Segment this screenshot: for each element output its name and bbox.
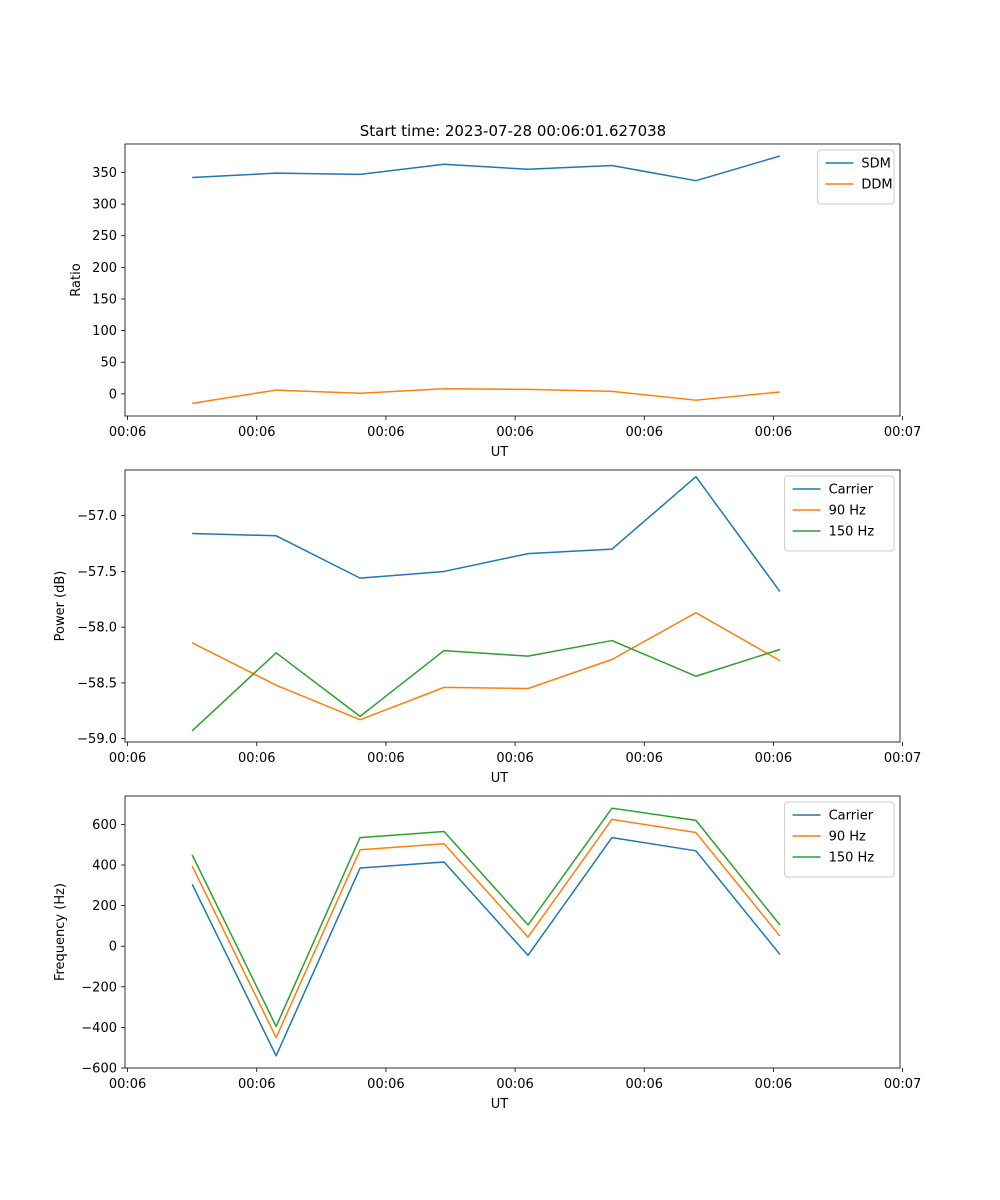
x-tick-label: 00:06 (496, 425, 533, 440)
y-tick-label: −58.5 (77, 676, 117, 691)
x-tick-label: 00:06 (626, 425, 663, 440)
series-line-90-hz (191, 818, 781, 1039)
legend-box (784, 801, 895, 878)
x-tick-label: 00:07 (884, 751, 921, 766)
y-tick-label: 400 (92, 859, 117, 874)
legend-label: Carrier (829, 483, 874, 498)
x-tick-label: 00:06 (755, 751, 792, 766)
x-tick-label: 00:06 (109, 425, 146, 440)
y-tick-label: −57.0 (77, 509, 117, 524)
x-tick-label: 00:06 (238, 751, 275, 766)
x-tick-label: 00:06 (496, 751, 533, 766)
x-tick-label: 00:06 (238, 1077, 275, 1092)
y-tick-label: 150 (92, 292, 117, 307)
chart-frequency: 00:06 00:06 00:06 00:06 00:06 00:06 00:07 −600 −… (53, 795, 921, 1112)
series-line-150-hz (191, 639, 781, 732)
y-tick-label: −58.0 (77, 621, 117, 636)
series-line-carrier (192, 475, 781, 592)
axes-frame (124, 795, 901, 1069)
legend-label: SDM (861, 157, 890, 172)
y-tick-label: 0 (109, 387, 117, 402)
x-tick-label: 00:06 (626, 751, 663, 766)
x-tick-label: 00:06 (367, 1077, 404, 1092)
legend-label: 150 Hz (829, 525, 875, 540)
legend-label: DDM (861, 178, 892, 193)
x-tick-label: 00:06 (109, 751, 146, 766)
x-tick-label: 00:06 (755, 1077, 792, 1092)
x-tick-label: 00:06 (367, 751, 404, 766)
legend-label: 150 Hz (829, 851, 875, 866)
series-line-sdm (192, 155, 781, 182)
y-tick-label: 100 (92, 324, 117, 339)
y-tick-label: 0 (109, 940, 117, 955)
series-line-carrier (191, 836, 781, 1057)
x-axis-label: UT (491, 1097, 509, 1112)
axes-frame (124, 469, 901, 743)
y-tick-label: −57.5 (77, 565, 117, 580)
x-tick-label: 00:06 (626, 1077, 663, 1092)
legend: SDM DDM (816, 149, 895, 205)
legend-label: 90 Hz (829, 504, 866, 519)
plots: 00:06 00:06 00:06 00:06 00:06 00:06 00:07 0 50 10… (53, 143, 921, 1112)
figure-title: Start time: 2023-07-28 00:06:01.627038 (360, 122, 666, 140)
series-line-ddm (192, 388, 780, 405)
axes-frame (124, 143, 901, 417)
y-tick-label: −59.0 (77, 732, 117, 747)
y-tick-label: 600 (92, 818, 117, 833)
legend-label: Carrier (829, 809, 874, 824)
x-tick-label: 00:06 (238, 425, 275, 440)
y-axis-label: Ratio (69, 263, 84, 296)
x-tick-label: 00:06 (755, 425, 792, 440)
x-tick-label: 00:07 (884, 1077, 921, 1092)
x-tick-label: 00:06 (367, 425, 404, 440)
legend: Carrier 90 Hz 150 Hz (784, 801, 895, 878)
y-tick-label: −600 (81, 1062, 117, 1077)
y-axis-label: Frequency (Hz) (53, 883, 68, 981)
y-axis-label: Power (dB) (53, 571, 68, 642)
x-tick-label: 00:06 (496, 1077, 533, 1092)
legend-box (784, 475, 895, 552)
legend-label: 90 Hz (829, 830, 866, 845)
legend: Carrier 90 Hz 150 Hz (784, 475, 895, 552)
y-tick-label: 350 (92, 166, 117, 181)
x-axis-label: UT (491, 445, 509, 460)
y-tick-label: −400 (81, 1021, 117, 1036)
y-tick-label: 300 (92, 198, 117, 213)
x-tick-label: 00:07 (884, 425, 921, 440)
y-tick-label: 200 (92, 899, 117, 914)
y-tick-label: 200 (92, 261, 117, 276)
chart-ratio: 00:06 00:06 00:06 00:06 00:06 00:06 00:07 0 50 10… (69, 143, 921, 460)
series-line-150-hz (191, 807, 781, 1028)
chart-power: 00:06 00:06 00:06 00:06 00:06 00:06 00:07 −59.0… (53, 469, 921, 786)
x-tick-label: 00:06 (109, 1077, 146, 1092)
y-tick-label: 50 (100, 356, 117, 371)
y-tick-label: 250 (92, 229, 117, 244)
y-tick-label: −200 (81, 980, 117, 995)
x-axis-label: UT (491, 771, 509, 786)
series-line-90-hz (191, 611, 781, 721)
